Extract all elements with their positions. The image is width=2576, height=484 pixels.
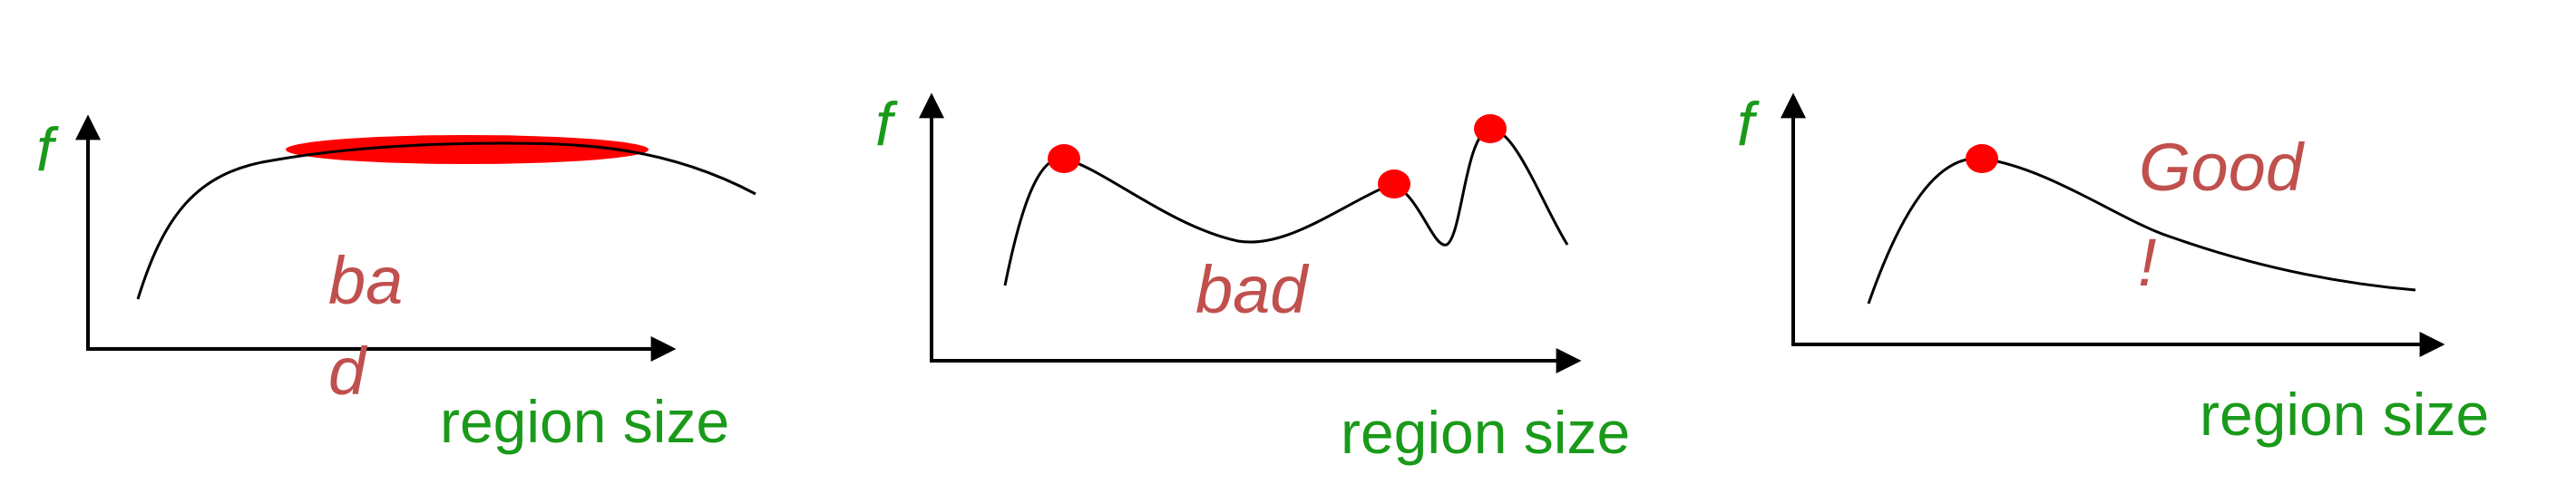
x-axis-label: region size [2200, 381, 2489, 448]
x-axis-label: region size [1341, 399, 1630, 466]
x-axis-label: region size [440, 388, 729, 455]
verdict-label-line-1: ba [328, 243, 403, 318]
verdict-label-line-2: d [328, 334, 368, 409]
local-maximum-marker-2 [1378, 169, 1410, 198]
global-maximum-marker [1966, 144, 1998, 173]
panel-3: f region size Good ! [1737, 90, 2489, 448]
y-axis-label: f [1737, 90, 1760, 159]
panel-1: f region size ba d [36, 114, 756, 455]
panel-2: f region size bad [875, 90, 1630, 466]
y-axis-label: f [36, 115, 59, 184]
verdict-label: bad [1195, 252, 1310, 327]
y-axis-label: f [875, 90, 898, 159]
objective-curve [1867, 157, 2416, 305]
local-maximum-marker-1 [1048, 144, 1080, 173]
objective-curve [136, 141, 756, 300]
plateau-region-marker [286, 135, 649, 164]
local-maximum-marker-3 [1474, 114, 1507, 143]
verdict-label-line-1: Good [2139, 130, 2306, 205]
verdict-label-line-2: ! [2138, 225, 2157, 300]
